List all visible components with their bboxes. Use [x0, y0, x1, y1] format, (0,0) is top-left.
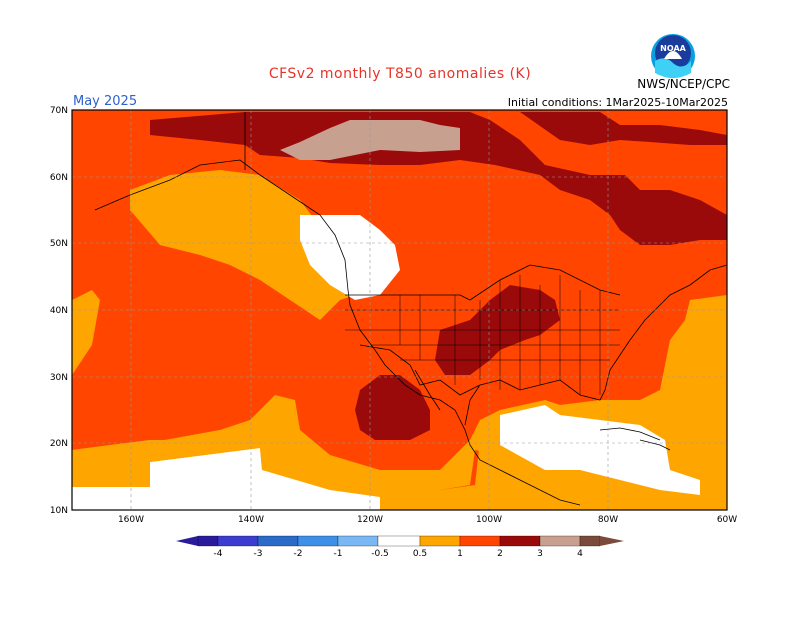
lat-labels: 70N 60N 50N 40N 30N 20N 10N	[50, 106, 68, 516]
colorbar-swatch	[539, 535, 581, 547]
lon-label: 160W	[118, 515, 144, 525]
colorbar-swatch	[337, 535, 379, 547]
lon-label: 80W	[598, 515, 618, 525]
colorbar-swatch	[377, 535, 421, 547]
colorbar-tick: -3	[254, 549, 263, 559]
lat-label: 40N	[50, 306, 68, 316]
field-darkred-mexico	[355, 375, 430, 440]
initial-conditions-label: Initial conditions: 1Mar2025-10Mar2025	[507, 96, 728, 109]
field-orange-gulf	[130, 170, 370, 320]
border-us-mexico	[359, 344, 481, 396]
field-darkred-arctic-east	[520, 112, 727, 145]
noaa-logo: NOAA	[651, 34, 695, 78]
lat-label: 10N	[50, 506, 68, 516]
colorbar-swatch	[499, 535, 541, 547]
field-redorange-west	[72, 215, 130, 265]
lon-label: 100W	[476, 515, 502, 525]
field-white-south	[72, 448, 380, 510]
field-white-pnw	[300, 215, 400, 300]
agency-label: NWS/NCEP/CPC	[637, 77, 730, 91]
coastline-cuba	[599, 427, 661, 441]
colorbar-swatch	[257, 535, 299, 547]
colorbar-tick: 0.5	[413, 549, 427, 559]
colorbar: -4 -3 -2 -1 -0.5 0.5 1 2 3 4	[176, 535, 624, 559]
map-frame	[71, 109, 728, 511]
lon-label: 120W	[357, 515, 383, 525]
anomaly-field	[72, 110, 727, 510]
lat-label: 20N	[50, 439, 68, 449]
logo-gull	[664, 51, 682, 59]
colorbar-tick: 2	[497, 549, 503, 559]
coastline-baja	[414, 369, 441, 411]
chart-title: CFSv2 monthly T850 anomalies (K)	[268, 66, 532, 82]
colorbar-swatch	[197, 535, 219, 547]
colorbar-tick: -4	[214, 549, 223, 559]
lon-label: 60W	[717, 515, 737, 525]
coastlines	[94, 112, 728, 506]
colorbar-swatch	[297, 535, 339, 547]
colorbar-swatch	[217, 535, 259, 547]
lon-label: 140W	[238, 515, 264, 525]
colorbar-swatch	[419, 535, 461, 547]
colorbar-tick: -2	[294, 549, 303, 559]
logo-text: NOAA	[660, 44, 686, 53]
colorbar-swatch	[579, 535, 601, 547]
field-orange-atlantic	[665, 295, 727, 470]
colorbar-tick: -1	[334, 549, 343, 559]
lat-label: 30N	[50, 373, 68, 383]
coastline-hispaniola	[639, 439, 671, 451]
border-us-canada	[345, 264, 621, 301]
coastline-mexico-gulf	[464, 384, 481, 426]
month-label: May 2025	[73, 94, 138, 109]
gridlines	[72, 110, 727, 510]
lat-label: 60N	[50, 173, 68, 183]
colorbar-tick: -0.5	[371, 549, 389, 559]
coastline-west	[94, 159, 581, 506]
colorbar-tick: 3	[537, 549, 543, 559]
lat-label: 50N	[50, 239, 68, 249]
field-white-caribbean	[500, 405, 700, 495]
lon-labels: 160W 140W 120W 100W 80W 60W	[118, 515, 737, 525]
colorbar-tick: 4	[577, 549, 583, 559]
colorbar-tick: 1	[457, 549, 463, 559]
colorbar-arrow-right	[600, 536, 624, 546]
coastline-gulf-east	[479, 264, 728, 401]
logo-wave	[655, 58, 691, 78]
colorbar-arrow-left	[176, 536, 198, 546]
lat-label: 70N	[50, 106, 68, 116]
colorbar-swatch	[459, 535, 501, 547]
